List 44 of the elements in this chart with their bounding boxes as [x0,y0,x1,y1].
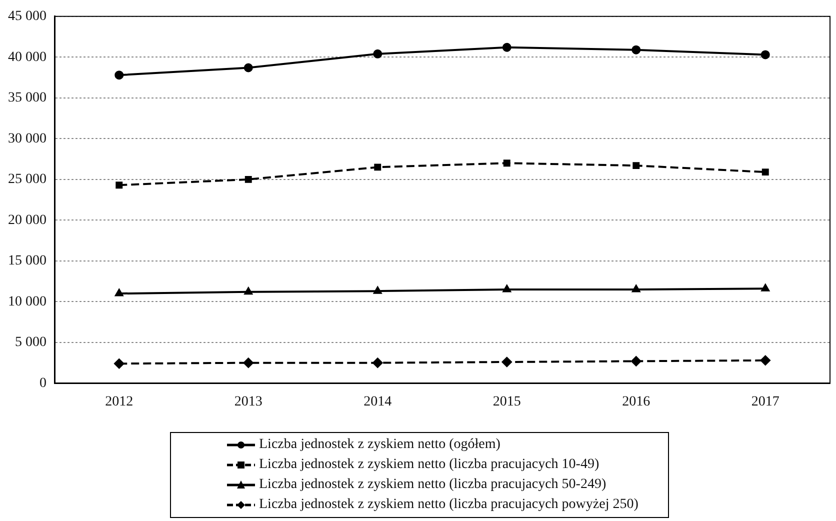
y-tick-label: 45 000 [8,9,46,24]
point [632,284,640,292]
x-tick-label: 2013 [234,394,262,410]
point [760,50,770,60]
point [244,287,252,295]
point [374,164,382,171]
x-tick-label: 2015 [492,394,521,410]
x-tick-label: 2016 [622,394,650,410]
x-tick-label: 2012 [105,394,134,410]
y-tick-label: 25 000 [8,172,46,188]
point [373,49,382,58]
point [631,356,642,366]
point [114,358,124,369]
x-tick-label: 2017 [751,394,780,410]
point [374,286,382,294]
point [244,176,252,183]
point [503,160,510,167]
point [760,355,770,366]
y-tick-label: 20 000 [8,212,46,228]
point [761,284,770,292]
point [114,70,124,80]
y-tick-label: 35 000 [8,90,46,106]
y-tick-label: 40 000 [8,50,46,65]
point [632,162,640,170]
point [502,357,512,368]
point [372,358,383,368]
point [115,289,124,296]
point [502,42,512,52]
legend-label: Liczba jednostek z zyskiem netto (liczba pracujacych 10-49) [259,457,600,473]
point [762,168,769,176]
y-tick-label: 10 000 [8,294,46,310]
point [632,45,641,54]
legend-label: Liczba jednostek z zyskiem netto (liczba pracujacych powyżej 250) [259,497,638,513]
y-tick-label: 0 [40,376,46,391]
legend-label: Liczba jednostek z zyskiem netto (liczba pracujacych 50-249) [259,477,606,493]
y-tick-label: 5 000 [15,335,46,350]
x-tick-label: 2014 [364,394,392,410]
y-tick-label: 30 000 [8,131,46,146]
point [244,63,253,72]
point [116,182,123,189]
y-tick-label: 15 000 [8,254,46,269]
point [243,358,254,368]
point [502,284,511,292]
legend-label: Liczba jednostek z zyskiem netto (ogółem) [259,437,500,453]
